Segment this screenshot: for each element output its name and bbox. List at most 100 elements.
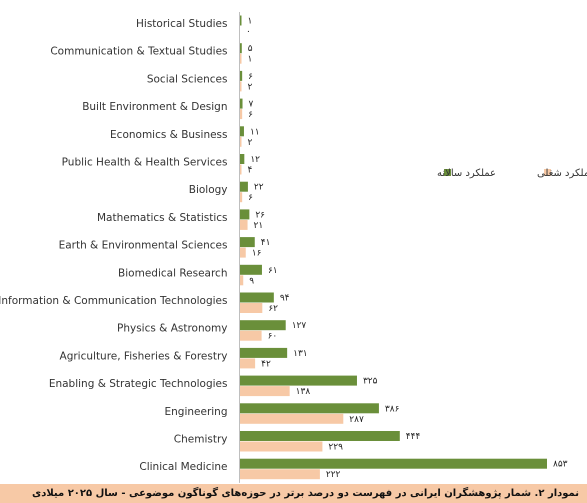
bar-annual-information-communication-technologies (240, 292, 274, 303)
bar-career-agriculture-fisheries-forestry (240, 358, 256, 369)
bar-career-clinical-medicine (240, 469, 320, 480)
value-label-annual-clinical-medicine: ۸۵۳ (553, 460, 568, 470)
category-group-physics-astronomy: Physics & Astronomy ۱۲۷ ۶۰ (117, 320, 306, 342)
bar-annual-enabling-strategic-technologies (240, 375, 357, 386)
legend-annual-swatch (444, 169, 451, 176)
category-label-clinical-medicine: Clinical Medicine (139, 461, 227, 473)
legend: عملکرد سالانه عملکرد شغلی (437, 168, 587, 179)
category-label-historical-studies: Historical Studies (136, 18, 227, 30)
bar-annual-communication-textual-studies (240, 43, 242, 54)
value-label-annual-built-environment-design: ۷ (249, 100, 254, 110)
bar-annual-earth-environmental-sciences (240, 237, 255, 248)
category-group-built-environment-design: Built Environment & Design ۷۶ (82, 98, 254, 120)
value-label-annual-engineering: ۳۸۶ (385, 404, 400, 414)
bar-annual-clinical-medicine (240, 458, 547, 469)
value-label-career-economics-business: ۲ (248, 138, 253, 148)
bar-career-biomedical-research (240, 275, 244, 286)
bar-career-built-environment-design (240, 109, 243, 120)
value-label-career-chemistry: ۲۲۹ (328, 443, 343, 453)
category-group-historical-studies: Historical Studies ۱۰ (136, 15, 253, 37)
value-label-annual-public-health-health-services: ۱۲ (250, 155, 260, 165)
value-label-annual-biomedical-research: ۶۱ (268, 266, 278, 276)
value-label-annual-physics-astronomy: ۱۲۷ (292, 321, 307, 331)
category-group-agriculture-fisheries-forestry: Agriculture, Fisheries & Forestry ۱۳۱ ۴۲ (60, 347, 308, 369)
value-label-annual-chemistry: ۴۴۴ (406, 432, 421, 442)
value-label-career-mathematics-statistics: ۲۱ (254, 221, 264, 231)
value-label-career-physics-astronomy: ۶۰ (268, 332, 278, 342)
category-label-enabling-strategic-technologies: Enabling & Strategic Technologies (49, 378, 228, 390)
bar-career-social-sciences (240, 81, 242, 92)
category-group-social-sciences: Social Sciences ۶۲ (147, 70, 253, 92)
category-label-agriculture-fisheries-forestry: Agriculture, Fisheries & Forestry (60, 350, 228, 362)
value-label-career-enabling-strategic-technologies: ۱۳۸ (296, 387, 311, 397)
category-label-information-communication-technologies: Information & Communication Technologies (0, 295, 228, 307)
category-group-chemistry: Chemistry ۴۴۴ ۲۲۹ (174, 431, 421, 453)
value-label-career-communication-textual-studies: ۱ (248, 55, 253, 65)
value-label-career-biology: ۶ (248, 193, 253, 203)
value-label-annual-biology: ۲۲ (254, 183, 264, 193)
value-label-career-social-sciences: ۲ (248, 82, 253, 92)
bar-annual-engineering (240, 403, 379, 414)
value-label-career-engineering: ۲۸۷ (349, 415, 364, 425)
bar-annual-chemistry (240, 431, 400, 441)
category-group-enabling-strategic-technologies: Enabling & Strategic Technologies ۳۲۵ ۱۳۸ (49, 375, 378, 397)
bar-annual-physics-astronomy (240, 320, 286, 331)
bar-annual-social-sciences (240, 70, 243, 81)
bar-annual-historical-studies (240, 15, 242, 26)
category-label-communication-textual-studies: Communication & Textual Studies (50, 46, 227, 58)
category-label-earth-environmental-sciences: Earth & Environmental Sciences (59, 240, 228, 252)
bar-career-earth-environmental-sciences (240, 247, 246, 258)
bar-annual-public-health-health-services (240, 154, 245, 164)
category-label-biology: Biology (189, 184, 228, 196)
category-label-engineering: Engineering (165, 406, 228, 418)
bar-career-biology (240, 192, 243, 203)
category-label-mathematics-statistics: Mathematics & Statistics (97, 212, 228, 224)
category-group-clinical-medicine: Clinical Medicine ۸۵۳ ۲۲۲ (139, 458, 568, 480)
value-label-annual-agriculture-fisheries-forestry: ۱۳۱ (293, 349, 308, 359)
chart-caption: نمودار ۲. شمار پژوهشگران ایرانی در فهرست… (0, 484, 587, 503)
value-label-annual-social-sciences: ۶ (248, 72, 253, 82)
bar-career-information-communication-technologies (240, 303, 263, 313)
value-label-career-agriculture-fisheries-forestry: ۴۲ (261, 359, 271, 369)
bar-career-public-health-health-services (240, 164, 242, 175)
value-label-career-biomedical-research: ۹ (249, 276, 254, 286)
category-group-information-communication-technologies: Information & Communication Technologies… (0, 292, 290, 314)
value-label-career-information-communication-technologies: ۶۲ (268, 304, 278, 314)
category-label-social-sciences: Social Sciences (147, 73, 228, 85)
bar-career-chemistry (240, 441, 323, 452)
value-label-annual-information-communication-technologies: ۹۴ (280, 294, 290, 304)
category-group-engineering: Engineering ۳۸۶ ۲۸۷ (165, 403, 400, 425)
bar-career-communication-textual-studies (240, 53, 242, 64)
value-label-annual-enabling-strategic-technologies: ۳۲۵ (363, 377, 378, 387)
bar-annual-mathematics-statistics (240, 209, 250, 220)
category-label-built-environment-design: Built Environment & Design (82, 101, 227, 113)
category-group-biomedical-research: Biomedical Research ۶۱ ۹ (118, 264, 278, 286)
value-label-annual-historical-studies: ۱ (248, 17, 253, 27)
bar-annual-built-environment-design (240, 98, 243, 109)
value-label-career-historical-studies: ۰ (246, 27, 251, 37)
value-label-annual-earth-environmental-sciences: ۴۱ (261, 238, 271, 248)
legend-career-swatch (544, 169, 551, 176)
category-label-public-health-health-services: Public Health & Health Services (62, 157, 228, 169)
value-label-annual-communication-textual-studies: ۵ (248, 44, 253, 54)
category-label-physics-astronomy: Physics & Astronomy (117, 323, 228, 335)
bar-career-mathematics-statistics (240, 219, 248, 230)
category-label-economics-business: Economics & Business (110, 129, 227, 141)
category-group-communication-textual-studies: Communication & Textual Studies ۵۱ (50, 43, 253, 65)
category-label-chemistry: Chemistry (174, 434, 228, 446)
value-label-annual-economics-business: ۱۱ (250, 127, 260, 137)
bar-annual-biology (240, 181, 248, 192)
category-label-biomedical-research: Biomedical Research (118, 267, 227, 279)
bar-annual-economics-business (240, 126, 244, 137)
bar-career-physics-astronomy (240, 330, 262, 341)
category-group-economics-business: Economics & Business ۱۱۲ (110, 126, 260, 148)
bar-career-enabling-strategic-technologies (240, 386, 290, 397)
legend-career-label: عملکرد شغلی (537, 168, 587, 179)
category-group-biology: Biology ۲۲۶ (189, 181, 264, 203)
category-group-public-health-health-services: Public Health & Health Services ۱۲۴ (62, 154, 260, 176)
value-label-annual-mathematics-statistics: ۲۶ (255, 210, 265, 220)
legend-annual-label: عملکرد سالانه (437, 168, 496, 179)
